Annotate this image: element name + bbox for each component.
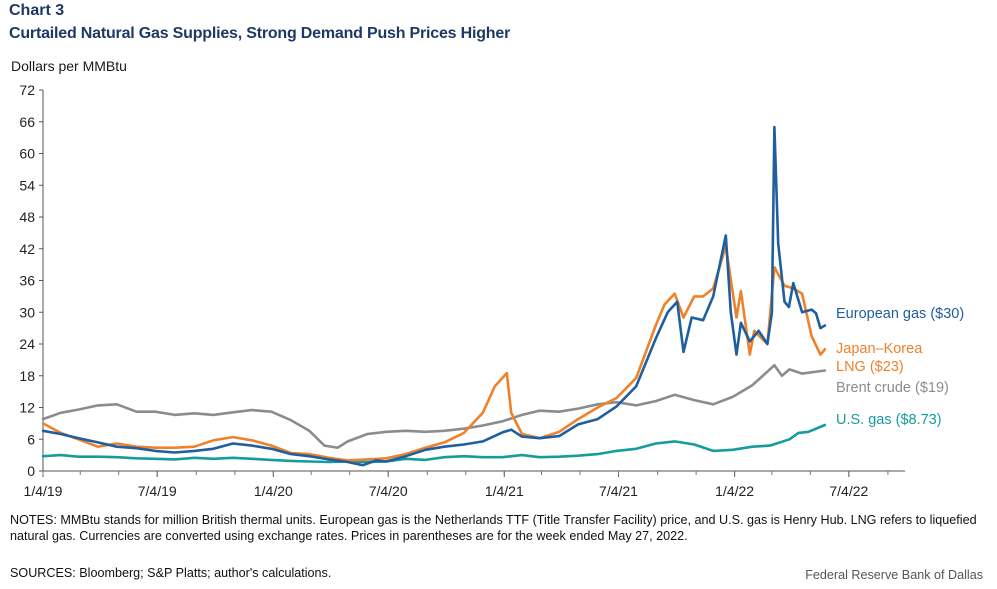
chart-title: Curtailed Natural Gas Supplies, Strong D… xyxy=(9,25,511,42)
y-tick-label: 36 xyxy=(19,273,35,289)
series-line-0 xyxy=(41,125,827,467)
y-tick-label: 18 xyxy=(19,368,35,384)
y-tick-label: 0 xyxy=(27,463,35,479)
series-label-line: LNG ($23) xyxy=(836,359,904,375)
y-tick-label: 54 xyxy=(19,177,35,193)
x-tick-label: 7/4/21 xyxy=(599,483,638,499)
y-tick-label: 66 xyxy=(19,114,35,130)
series-label-2: Brent crude ($19) xyxy=(836,380,949,396)
x-tick-label: 1/4/22 xyxy=(715,483,754,499)
y-tick-label: 48 xyxy=(19,209,35,225)
series-label-line: Brent crude ($19) xyxy=(836,380,949,396)
series-line-1 xyxy=(41,244,827,462)
credit-text: Federal Reserve Bank of Dallas xyxy=(805,568,983,582)
x-tick-label: 7/4/22 xyxy=(829,483,868,499)
series-line-2 xyxy=(41,363,827,449)
series-label-line: Japan–Korea xyxy=(836,341,923,357)
x-tick-label: 7/4/19 xyxy=(138,483,177,499)
line-chart: 0 6 12 18 24 30 36 42 48 54 60 66 72 1/4/19 7/4/19 1/4/… xyxy=(19,82,964,499)
y-tick-label: 60 xyxy=(19,146,35,162)
y-tick-label: 24 xyxy=(19,336,35,352)
y-tick-label: 12 xyxy=(19,400,35,416)
series-label-1: Japan–Korea LNG ($23) xyxy=(836,341,923,375)
series-label-line: European gas ($30) xyxy=(836,306,964,322)
x-tick-label: 1/4/21 xyxy=(485,483,524,499)
x-tick-label: 1/4/19 xyxy=(24,483,63,499)
series-label-line: U.S. gas ($8.73) xyxy=(836,412,942,428)
series-line-3 xyxy=(41,423,827,464)
series-label-0: European gas ($30) xyxy=(836,306,964,322)
y-tick-label: 6 xyxy=(27,431,35,447)
y-tick-label: 30 xyxy=(19,304,35,320)
notes-text: NOTES: MMBtu stands for million British … xyxy=(10,513,977,543)
series-label-3: U.S. gas ($8.73) xyxy=(836,412,942,428)
y-tick-label: 42 xyxy=(19,241,35,257)
y-tick-label: 72 xyxy=(19,82,35,98)
chart-number: Chart 3 xyxy=(9,2,65,19)
x-tick-label: 1/4/20 xyxy=(254,483,293,499)
x-tick-label: 7/4/20 xyxy=(369,483,408,499)
y-axis-unit-label: Dollars per MMBtu xyxy=(11,58,127,74)
sources-text: SOURCES: Bloomberg; S&P Platts; author's… xyxy=(10,566,332,580)
